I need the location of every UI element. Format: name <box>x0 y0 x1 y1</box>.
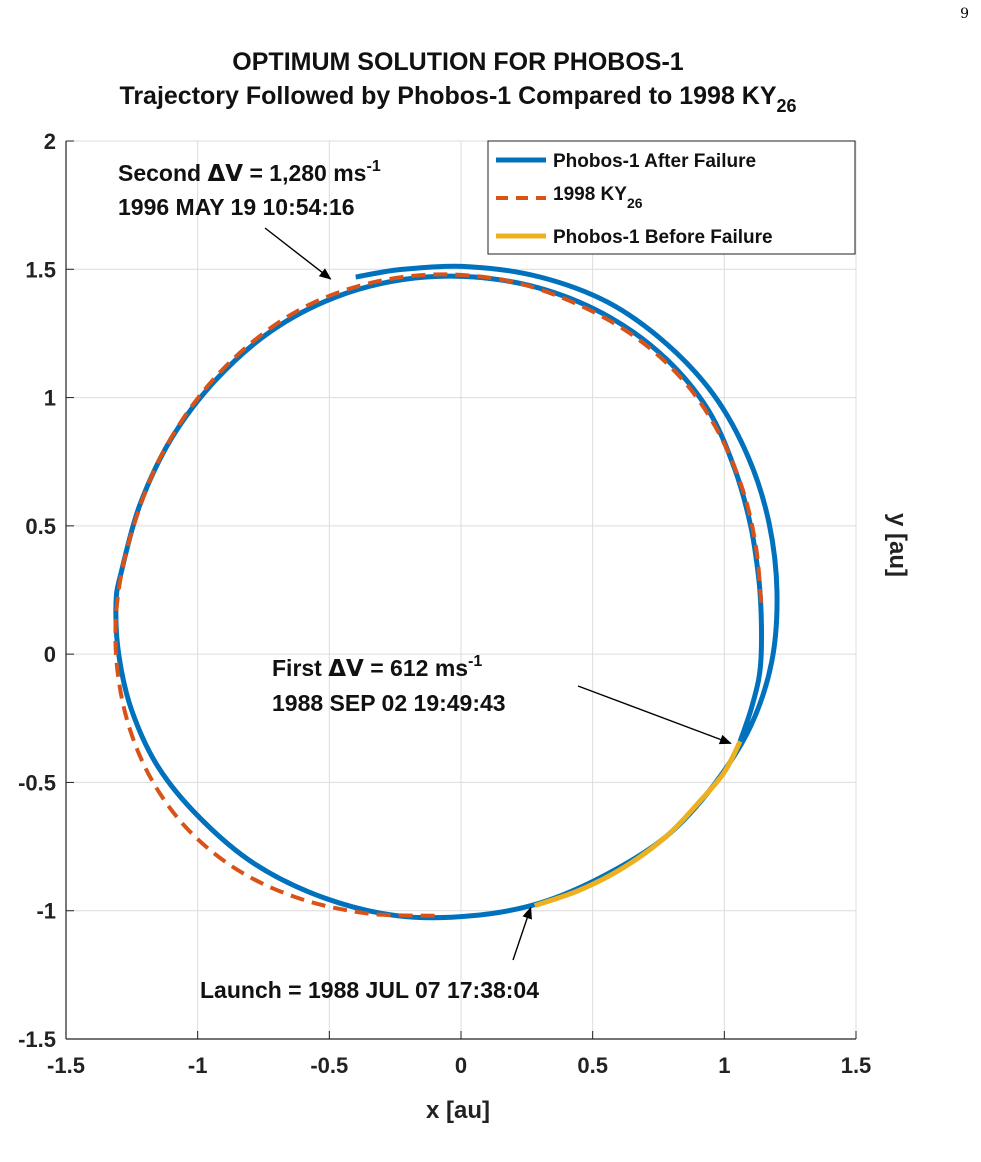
legend-label-before-failure: Phobos-1 Before Failure <box>553 227 773 248</box>
y-tick-label: -1 <box>36 899 56 924</box>
annotation-launch-arrow <box>512 906 532 961</box>
y-axis-label: y [au] <box>884 513 911 577</box>
x-tick-label: 1 <box>718 1053 730 1078</box>
legend-label-ky26: 1998 KY26 <box>553 184 643 211</box>
x-tick-label: -1.5 <box>47 1053 85 1078</box>
annotation-second-dv-arrow <box>264 227 332 280</box>
x-tick-label: 0 <box>455 1053 467 1078</box>
annotation-first-dv-arrow <box>577 685 732 745</box>
x-tick-label: -1 <box>188 1053 208 1078</box>
legend: Phobos-1 After Failure 1998 KY26 Phobos-… <box>487 140 856 255</box>
y-tick-label: 0.5 <box>25 514 56 539</box>
y-tick-label: -1.5 <box>18 1027 56 1052</box>
series-layer <box>113 263 780 921</box>
y-tick-label: 1.5 <box>25 257 56 282</box>
x-tick-label: 0.5 <box>577 1053 608 1078</box>
y-tick-label: 1 <box>44 386 56 411</box>
annotation-first-dv-line2: 1988 SEP 02 19:49:43 <box>272 690 506 716</box>
series-line-1998-ky26 <box>113 272 764 918</box>
annotation-second-dv-line2: 1996 MAY 19 10:54:16 <box>118 194 355 220</box>
annotations: Second ΔV = 1,280 ms-1 1996 MAY 19 10:54… <box>118 158 732 1003</box>
annotation-first-dv-line1: First ΔV = 612 ms-1 <box>272 653 482 682</box>
page-number: 9 <box>960 6 969 22</box>
y-tick-label: 2 <box>44 129 56 154</box>
series-line-phobos-after-failure <box>113 263 780 921</box>
legend-box <box>487 140 856 255</box>
tick-labels: -1.5 -1 -0.5 0 0.5 1 1.5 -1.5 -1 -0.5 0 0.5 1 1.5 2 <box>18 129 871 1078</box>
chart-title: OPTIMUM SOLUTION FOR PHOBOS-1 <box>232 48 683 76</box>
series-line-phobos-before-failure <box>533 740 743 908</box>
x-axis-label: x [au] <box>426 1097 490 1124</box>
chart-subtitle: Trajectory Followed by Phobos-1 Compared… <box>119 82 796 116</box>
axes <box>65 140 857 1040</box>
y-tick-label: -0.5 <box>18 770 56 795</box>
annotation-second-dv-line1: Second ΔV = 1,280 ms-1 <box>118 158 381 187</box>
x-tick-label: -0.5 <box>310 1053 348 1078</box>
annotation-launch: Launch = 1988 JUL 07 17:38:04 <box>200 977 539 1003</box>
x-tick-label: 1.5 <box>841 1053 872 1078</box>
y-tick-label: 0 <box>44 642 56 667</box>
legend-label-after-failure: Phobos-1 After Failure <box>553 151 756 172</box>
